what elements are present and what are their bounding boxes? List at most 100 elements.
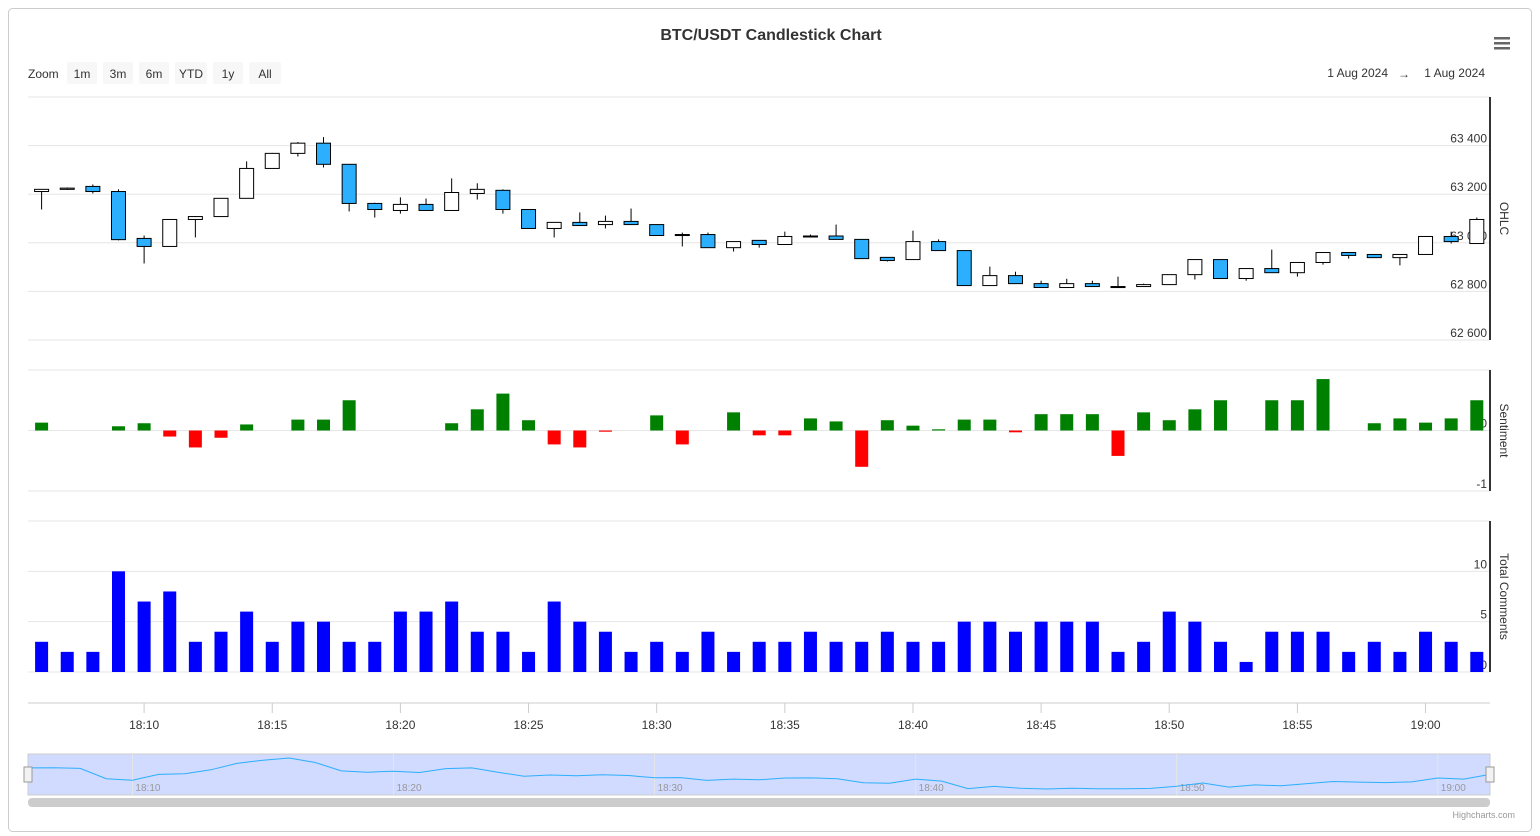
zoom-button[interactable]	[139, 62, 169, 84]
y-axis-title: OHLC	[1497, 202, 1511, 236]
x-tick-label: 19:00	[1411, 718, 1441, 732]
navigator-tick-label: 18:50	[1180, 783, 1205, 794]
column	[778, 641, 792, 672]
candle-body	[931, 241, 947, 252]
y-tick-label: 62 800	[1450, 277, 1487, 291]
column	[1060, 414, 1074, 431]
column	[1316, 631, 1330, 672]
x-tick-label: 18:30	[642, 718, 672, 732]
candle-body	[392, 203, 408, 211]
column	[1290, 631, 1304, 672]
menu-button[interactable]	[1494, 37, 1510, 50]
candle-body	[213, 197, 229, 218]
navigator-tick-label: 18:40	[919, 783, 944, 794]
column	[111, 571, 125, 672]
column	[1444, 418, 1458, 431]
candle-body	[1238, 268, 1254, 280]
zoom-button-label[interactable]: 6m	[146, 67, 163, 81]
candle-body	[1315, 252, 1331, 263]
column	[86, 651, 100, 672]
column	[932, 641, 946, 672]
column	[35, 641, 49, 672]
column	[906, 641, 920, 672]
menu-bar	[1494, 37, 1510, 40]
x-tick-label: 18:25	[514, 718, 544, 732]
zoom-button-label[interactable]: All	[258, 67, 271, 81]
zoom-button-label[interactable]: 3m	[110, 67, 127, 81]
zoom-button-label[interactable]: 1y	[222, 67, 235, 81]
column	[855, 430, 869, 467]
column	[1034, 414, 1048, 431]
candle-body	[1392, 253, 1408, 259]
navigator-handle[interactable]	[1485, 766, 1495, 783]
range-from[interactable]: 1 Aug 2024	[1327, 66, 1388, 80]
column	[214, 631, 228, 672]
column	[137, 423, 151, 431]
candle-body	[879, 256, 895, 262]
candle-body	[136, 237, 152, 247]
y-tick-label: 63 400	[1450, 132, 1487, 146]
candle-body	[418, 203, 434, 211]
column	[1265, 631, 1279, 672]
zoom-button[interactable]	[249, 62, 281, 84]
column	[778, 430, 792, 436]
column	[368, 641, 382, 672]
column	[1137, 412, 1151, 431]
column	[111, 426, 125, 431]
y-tick-label: -1	[1476, 477, 1487, 491]
column	[598, 430, 612, 432]
scrollbar-track[interactable]	[28, 798, 1490, 807]
column	[188, 641, 202, 672]
column	[470, 631, 484, 672]
candle-body	[546, 221, 562, 229]
column	[1214, 641, 1228, 672]
candle-body	[1110, 286, 1126, 289]
column	[1085, 414, 1099, 431]
credits: Highcharts.com	[1452, 810, 1515, 820]
column	[214, 430, 228, 438]
column	[265, 641, 279, 672]
candle-body	[1187, 259, 1203, 276]
candle-body	[1213, 259, 1229, 280]
x-tick-label: 18:45	[1026, 718, 1056, 732]
column	[1111, 430, 1125, 456]
column	[445, 423, 459, 431]
candle-body	[674, 234, 690, 237]
range-to[interactable]: 1 Aug 2024	[1424, 66, 1485, 80]
candle-body	[444, 191, 460, 211]
column	[163, 591, 177, 672]
column	[1290, 400, 1304, 431]
y-tick-label: 0	[1480, 417, 1487, 431]
range-separator: →	[1398, 67, 1410, 81]
column	[342, 641, 356, 672]
candle-body	[1084, 283, 1100, 288]
column	[1470, 400, 1484, 431]
zoom-button-label[interactable]: 1m	[74, 67, 91, 81]
candle-body	[1161, 274, 1177, 286]
x-tick-label: 18:20	[385, 718, 415, 732]
column	[803, 631, 817, 672]
zoom-button[interactable]	[103, 62, 133, 84]
navigator-mask	[27, 753, 1491, 796]
y-tick-label: 63 200	[1450, 180, 1487, 194]
navigator-handle[interactable]	[23, 766, 33, 783]
column	[1008, 430, 1022, 433]
column	[137, 601, 151, 672]
column	[675, 430, 689, 445]
x-tick-label: 18:55	[1282, 718, 1312, 732]
zoom-button[interactable]	[175, 62, 207, 84]
navigator-tick-label: 19:00	[1441, 783, 1466, 794]
zoom-button-label[interactable]: YTD	[179, 67, 203, 81]
column	[1393, 418, 1407, 431]
candle-body	[777, 235, 793, 246]
column	[752, 641, 766, 672]
zoom-button[interactable]	[213, 62, 243, 84]
zoom-button[interactable]	[67, 62, 97, 84]
column	[35, 422, 49, 431]
column	[1162, 611, 1176, 672]
column	[419, 611, 433, 672]
column	[573, 621, 587, 672]
x-tick-label: 18:10	[129, 718, 159, 732]
menu-bar	[1494, 47, 1510, 50]
